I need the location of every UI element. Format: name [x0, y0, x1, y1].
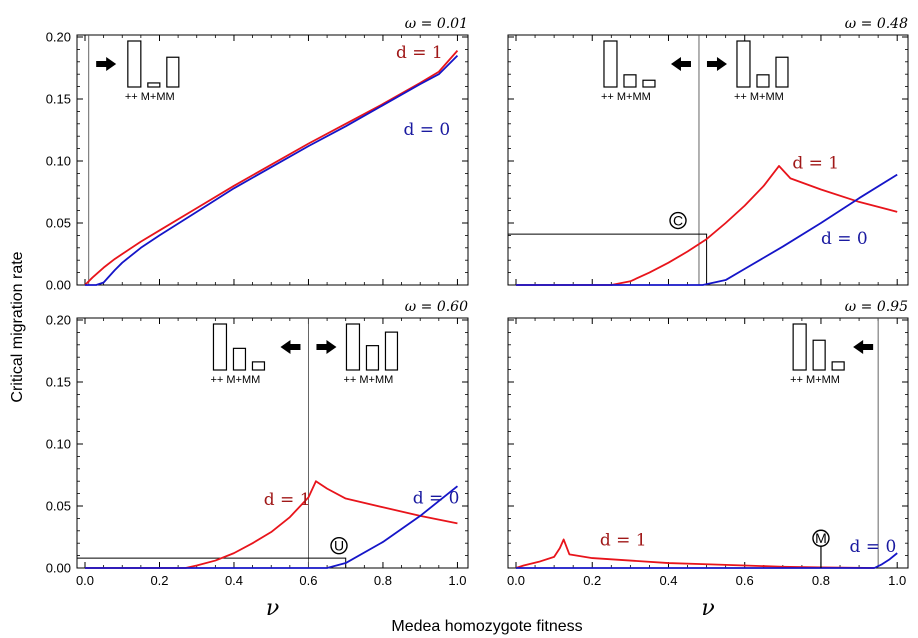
- series-line-d0: [516, 552, 898, 569]
- x-tick-label: 0.2: [150, 573, 168, 588]
- genotype-bars: ++ M+MM: [734, 40, 789, 103]
- series-line-d1: [515, 538, 875, 569]
- series-label: d = 0: [821, 229, 868, 249]
- arrow-left-icon: [853, 340, 874, 354]
- arrow-right-icon: [316, 340, 337, 354]
- genotype-bar: [345, 323, 361, 371]
- panel-bottom-right: ω = 0.95 0.0 0.2 0.4 0.6 0.8 1.0 ν d = 1 d = 0 M ++…: [507, 299, 909, 621]
- series-label: d = 1: [600, 531, 647, 551]
- x-tick-label: 0.8: [374, 573, 392, 588]
- genotype-label: ++ M+MM: [734, 91, 784, 103]
- y-tick-label: 0.10: [46, 437, 71, 452]
- marker-circle: [330, 536, 348, 555]
- y-axis-label: Critical migration rate: [9, 251, 26, 402]
- genotype-bars: ++ M+MM: [790, 323, 845, 386]
- x-tick-label: 0.0: [507, 573, 525, 588]
- series-label: d = 1: [792, 153, 839, 173]
- genotype-bar: [166, 56, 180, 88]
- y-tick-label: 0.05: [46, 499, 71, 514]
- marker-letter: C: [673, 213, 683, 229]
- plot-frame: [507, 34, 909, 286]
- x-tick-label: 0.8: [812, 573, 830, 588]
- genotype-bar: [623, 74, 637, 88]
- x-tick-label: 1.0: [448, 573, 466, 588]
- genotype-bar: [831, 361, 845, 371]
- series-line-d1: [84, 50, 459, 286]
- x-axis-label: Medea homozygote fitness: [391, 618, 582, 635]
- x-tick-label: 0.0: [76, 573, 94, 588]
- marker-circle: [669, 211, 687, 230]
- genotype-bar: [127, 40, 142, 88]
- genotype-label: ++ M+MM: [125, 91, 175, 103]
- genotype-label: ++ M+MM: [601, 91, 651, 103]
- series-label: d = 0: [403, 120, 450, 140]
- panel-bottom-left: ω = 0.60 0.00 0.05 0.10 0.15 0.20 0.0 0.2 0.4 0.6…: [46, 299, 469, 621]
- arrow-right-icon: [706, 57, 727, 71]
- series-label: d = 1: [396, 43, 443, 63]
- series-line-d1: [85, 480, 458, 569]
- genotype-bar: [212, 323, 228, 371]
- genotype-bar: [147, 82, 161, 88]
- genotype-bar: [756, 74, 770, 88]
- genotype-bar: [775, 56, 789, 88]
- genotype-bar: [384, 331, 399, 371]
- x-axis-symbol: ν: [266, 596, 279, 621]
- y-tick-label: 0.15: [46, 375, 71, 390]
- x-tick-label: 0.4: [659, 573, 677, 588]
- y-tick-label: 0.05: [46, 216, 71, 231]
- genotype-bar: [603, 40, 618, 88]
- panels: ω = 0.01 0.00 0.05 0.10 0.15 0.20 d = 1 d = 0 ++…: [46, 16, 909, 621]
- genotype-bar: [251, 361, 266, 371]
- y-tick-label: 0.00: [46, 278, 71, 293]
- series-label: d = 0: [413, 489, 460, 509]
- omega-label: ω = 0.48: [845, 16, 908, 32]
- genotype-label: ++ M+MM: [210, 374, 260, 386]
- plot-frame: [76, 34, 469, 286]
- panel-top-right: ω = 0.48 d = 1 d = 0 C ++ M+MM ++ M+MM: [507, 16, 909, 286]
- series-line-d0: [85, 485, 459, 569]
- x-tick-label: 1.0: [888, 573, 906, 588]
- genotype-bar: [792, 323, 807, 371]
- critical-guide: [508, 233, 708, 285]
- arrow-right-icon: [96, 57, 117, 71]
- y-tick-label: 0.15: [46, 92, 71, 107]
- panel-top-left: ω = 0.01 0.00 0.05 0.10 0.15 0.20 d = 1 d = 0 ++…: [46, 16, 469, 293]
- genotype-bar: [365, 345, 380, 371]
- critical-guide: [77, 557, 347, 568]
- x-tick-label: 0.6: [299, 573, 317, 588]
- genotype-bar: [232, 347, 247, 371]
- series-line-d0: [516, 173, 898, 286]
- x-tick-label: 0.2: [583, 573, 601, 588]
- marker-circle: [812, 529, 830, 547]
- y-tick-label: 0.10: [46, 154, 71, 169]
- omega-label: ω = 0.95: [845, 299, 908, 315]
- x-axis-symbol: ν: [701, 596, 714, 621]
- arrow-left-icon: [670, 57, 691, 71]
- genotype-bars: ++ M+MM: [210, 323, 266, 386]
- genotype-label: ++ M+MM: [790, 374, 840, 386]
- series-line-d0: [85, 54, 459, 286]
- y-tick-label: 0.20: [46, 313, 71, 328]
- genotype-bars: ++ M+MM: [601, 40, 656, 103]
- genotype-bar: [736, 40, 751, 88]
- marker-letter: U: [334, 538, 344, 554]
- omega-label: ω = 0.01: [405, 16, 468, 32]
- marker-letter: M: [815, 530, 827, 546]
- genotype-label: ++ M+MM: [343, 374, 393, 386]
- y-tick-label: 0.00: [46, 561, 71, 576]
- genotype-bar: [642, 79, 656, 88]
- genotype-bars: ++ M+MM: [125, 40, 180, 103]
- plot-frame: [507, 317, 909, 569]
- y-tick-label: 0.20: [46, 30, 71, 45]
- series-label: d = 1: [264, 490, 311, 510]
- series-label: d = 0: [850, 537, 897, 557]
- omega-label: ω = 0.60: [405, 299, 468, 315]
- genotype-bars: ++ M+MM: [343, 323, 399, 386]
- genotype-bar: [812, 339, 826, 371]
- series-line-d1: [516, 165, 898, 286]
- x-tick-label: 0.6: [736, 573, 754, 588]
- x-tick-label: 0.4: [225, 573, 243, 588]
- arrow-left-icon: [280, 340, 301, 354]
